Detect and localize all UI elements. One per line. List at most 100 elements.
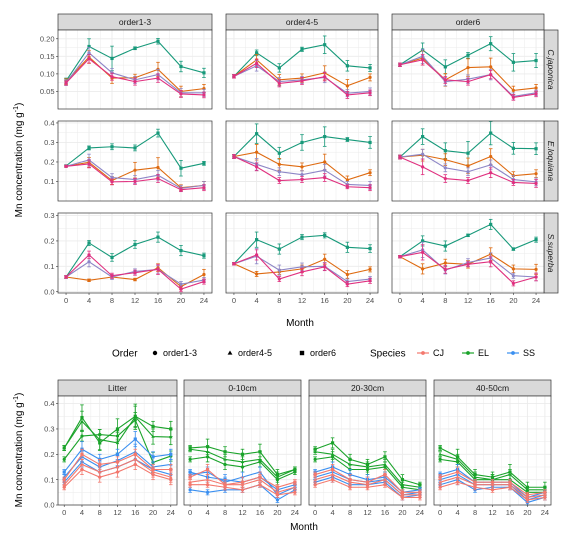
- panel-border: [391, 29, 545, 110]
- x-tick-label: 12: [131, 296, 139, 305]
- data-point: [223, 462, 227, 467]
- x-tick-label: 4: [455, 508, 459, 517]
- panel-20-30cm: 0 4 8 12 16 20 24: [308, 395, 427, 517]
- data-point: [400, 485, 405, 489]
- x-tick-label: 0: [313, 508, 317, 517]
- legend-order-label: order4-5: [238, 348, 272, 358]
- data-point: [156, 131, 160, 135]
- data-point: [169, 452, 173, 456]
- data-point: [489, 72, 493, 77]
- data-point: [438, 457, 442, 461]
- x-tick-label: 16: [487, 296, 495, 305]
- y-axis-title-superscript: -1: [13, 396, 20, 402]
- data-point: [62, 478, 66, 482]
- data-point: [255, 132, 259, 136]
- data-point: [156, 76, 160, 80]
- x-tick-label: 12: [113, 508, 121, 517]
- data-point: [345, 137, 349, 142]
- data-point: [62, 446, 66, 450]
- column-strip-label: order6: [456, 17, 481, 27]
- data-point: [345, 245, 349, 249]
- data-point: [330, 455, 335, 459]
- series-mix: [232, 58, 372, 99]
- data-point: [179, 287, 183, 291]
- data-point: [115, 452, 120, 456]
- data-point: [455, 475, 460, 479]
- data-point: [443, 267, 447, 271]
- x-tick-label: 12: [238, 508, 246, 517]
- data-point: [293, 480, 297, 484]
- data-point: [466, 178, 470, 183]
- panel-litter: 0.0 0.1 0.2 0.3 0.4 0 4 8 12 16 20 24: [44, 395, 178, 517]
- x-tick-label: 4: [330, 508, 334, 517]
- data-point: [133, 242, 137, 247]
- y-tick-label: 0.1: [44, 262, 54, 271]
- data-point: [223, 450, 227, 454]
- legend-species-label: CJ: [433, 348, 444, 358]
- data-point: [232, 262, 236, 266]
- data-point: [534, 172, 538, 176]
- data-point: [205, 483, 210, 487]
- data-point: [277, 81, 281, 85]
- panel-40-50cm: 0 4 8 12 16 20 24: [433, 395, 552, 517]
- data-point: [368, 186, 372, 190]
- data-point: [511, 146, 515, 150]
- legend-species-label: EL: [478, 348, 489, 358]
- data-point: [300, 177, 304, 182]
- panel-ssuperba-order6: 0 4 8 12 16 20 24: [391, 212, 545, 305]
- data-point: [115, 434, 120, 438]
- series-mix: [232, 249, 372, 288]
- panel-0-10cm: 0 4 8 12 16 20 24: [183, 395, 302, 517]
- series-cj: [188, 481, 297, 498]
- data-point: [275, 498, 280, 502]
- legend-order-title: Order: [112, 349, 138, 360]
- data-point: [255, 150, 259, 154]
- x-axis-title: Month: [286, 318, 314, 329]
- data-point: [490, 482, 495, 486]
- data-point: [323, 75, 327, 79]
- data-point: [368, 91, 372, 95]
- data-point: [179, 248, 183, 253]
- x-tick-label: 8: [223, 508, 227, 517]
- x-tick-label: 20: [149, 508, 157, 517]
- top-faceted-chart: order1-3 order4-5 order6 C.japonica E.loquia…: [13, 13, 559, 329]
- data-point: [368, 171, 372, 175]
- data-point: [421, 267, 425, 271]
- y-tick-label: 0.4: [44, 119, 54, 128]
- bottom-faceted-chart: Litter 0.0 0.1 0.2 0.3 0.4 0 4 8 12 16 20 24 0-10cm 0 4…: [13, 379, 552, 533]
- data-point: [489, 260, 493, 264]
- data-point: [365, 485, 370, 489]
- x-tick-label: 8: [443, 296, 447, 305]
- data-point: [511, 247, 515, 251]
- data-point: [80, 419, 84, 423]
- data-point: [534, 181, 538, 186]
- legend-species-key-point: [421, 351, 425, 355]
- data-point: [443, 166, 447, 170]
- row-strip-label: S.superba: [546, 234, 556, 273]
- data-point: [87, 162, 91, 166]
- y-tick-label: 0.1: [44, 475, 54, 484]
- series-cj: [313, 476, 422, 501]
- x-tick-label: 12: [363, 508, 371, 517]
- data-point: [438, 452, 442, 456]
- data-point: [133, 80, 137, 84]
- data-point: [151, 455, 155, 459]
- legend-order-label: order6: [310, 348, 336, 358]
- data-point: [511, 281, 515, 285]
- x-tick-label: 24: [416, 508, 424, 517]
- y-tick-label: 0.3: [44, 425, 54, 434]
- data-point: [443, 261, 447, 265]
- data-point: [188, 475, 192, 479]
- data-point: [133, 168, 137, 172]
- panel-strip-label: 20-30cm: [351, 383, 384, 393]
- data-point: [511, 95, 515, 100]
- data-point: [383, 455, 387, 459]
- x-tick-label: 0: [398, 296, 402, 305]
- data-point: [443, 78, 447, 82]
- data-point: [169, 478, 173, 482]
- series-mix: [64, 159, 206, 193]
- data-point: [133, 146, 137, 150]
- data-point: [156, 176, 160, 181]
- data-point: [345, 282, 349, 286]
- column-strip-label: order1-3: [119, 17, 151, 27]
